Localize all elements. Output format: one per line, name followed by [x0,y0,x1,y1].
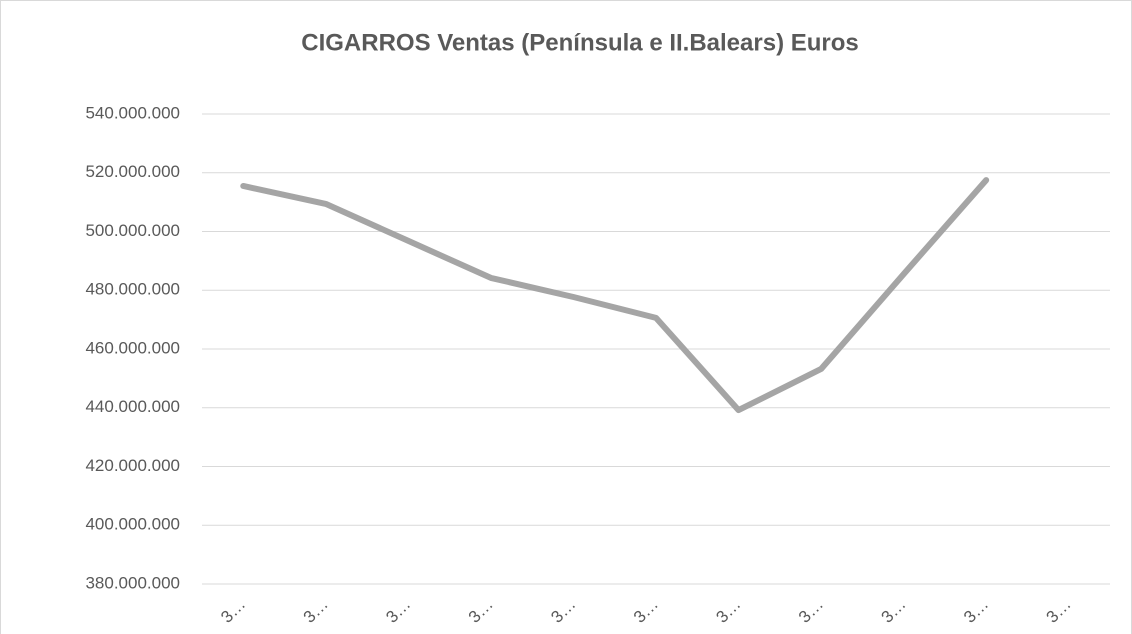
y-tick-label: 420.000.000 [85,456,180,475]
y-tick-label: 400.000.000 [85,515,180,534]
y-tick-label: 480.000.000 [85,280,180,299]
series-line [240,177,990,414]
y-tick-label: 540.000.000 [85,103,180,122]
y-tick-label: 440.000.000 [85,397,180,416]
y-tick-label: 500.000.000 [85,221,180,240]
chart-title: CIGARROS Ventas (Península e II.Balears)… [301,29,859,56]
y-tick-label: 460.000.000 [85,338,180,357]
y-tick-label: 380.000.000 [85,573,180,592]
y-tick-label: 520.000.000 [85,162,180,181]
